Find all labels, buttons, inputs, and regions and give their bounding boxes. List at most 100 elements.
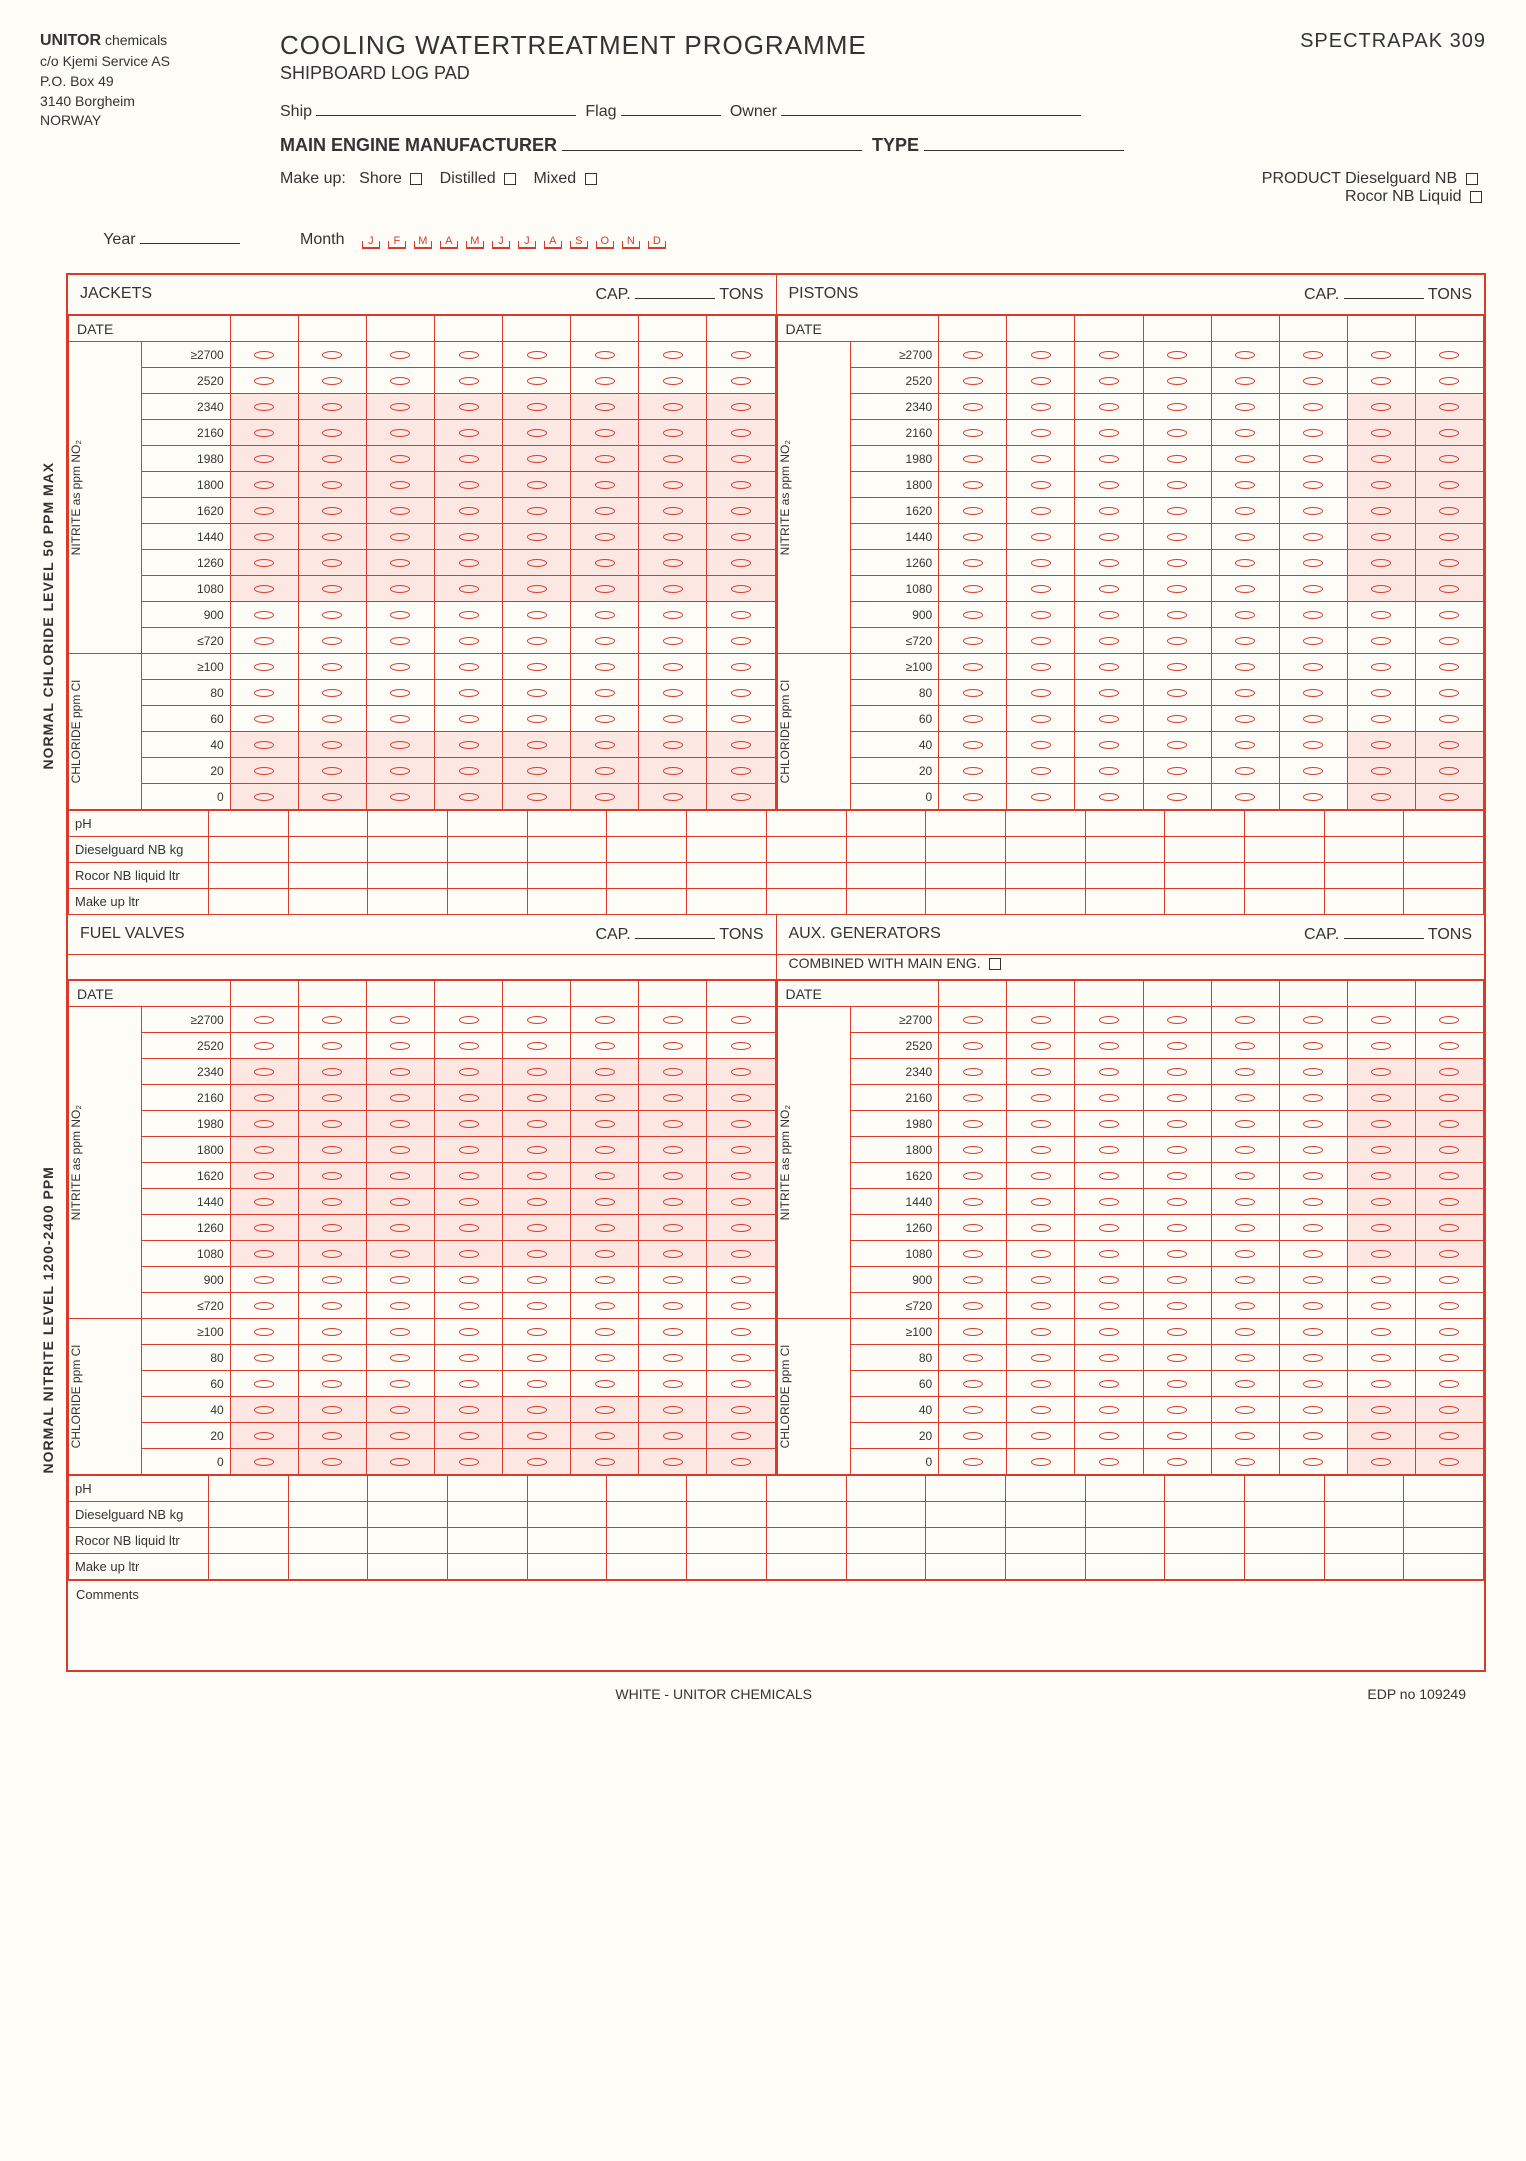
date-cell[interactable]	[1279, 981, 1347, 1007]
bottom-cell[interactable]	[288, 1528, 368, 1554]
data-cell[interactable]	[1347, 602, 1415, 628]
data-cell[interactable]	[639, 1319, 707, 1345]
data-cell[interactable]	[1415, 1319, 1483, 1345]
data-cell[interactable]	[571, 524, 639, 550]
data-cell[interactable]	[1075, 1163, 1143, 1189]
data-cell[interactable]	[1143, 472, 1211, 498]
data-cell[interactable]	[1143, 1215, 1211, 1241]
data-cell[interactable]	[435, 1137, 503, 1163]
data-cell[interactable]	[1007, 446, 1075, 472]
data-cell[interactable]	[435, 394, 503, 420]
data-cell[interactable]	[1279, 394, 1347, 420]
data-cell[interactable]	[1211, 1319, 1279, 1345]
data-cell[interactable]	[1415, 602, 1483, 628]
bottom-cell[interactable]	[766, 1476, 846, 1502]
data-cell[interactable]	[366, 1345, 434, 1371]
data-cell[interactable]	[1279, 550, 1347, 576]
date-cell[interactable]	[639, 316, 707, 342]
data-cell[interactable]	[230, 1397, 298, 1423]
data-cell[interactable]	[435, 1267, 503, 1293]
data-cell[interactable]	[230, 1423, 298, 1449]
data-cell[interactable]	[1279, 758, 1347, 784]
data-cell[interactable]	[571, 342, 639, 368]
data-cell[interactable]	[435, 498, 503, 524]
data-cell[interactable]	[571, 1293, 639, 1319]
data-cell[interactable]	[435, 472, 503, 498]
data-cell[interactable]	[1143, 1059, 1211, 1085]
data-cell[interactable]	[1415, 1137, 1483, 1163]
bottom-cell[interactable]	[1404, 837, 1484, 863]
data-cell[interactable]	[1075, 1319, 1143, 1345]
data-cell[interactable]	[1143, 1241, 1211, 1267]
data-cell[interactable]	[1279, 1397, 1347, 1423]
bottom-cell[interactable]	[846, 1502, 926, 1528]
data-cell[interactable]	[707, 1423, 775, 1449]
data-cell[interactable]	[1211, 784, 1279, 810]
bottom-cell[interactable]	[288, 1554, 368, 1580]
data-cell[interactable]	[298, 1033, 366, 1059]
data-cell[interactable]	[1279, 602, 1347, 628]
data-cell[interactable]	[571, 1085, 639, 1111]
bottom-cell[interactable]	[527, 1528, 607, 1554]
data-cell[interactable]	[1075, 784, 1143, 810]
data-cell[interactable]	[435, 1449, 503, 1475]
bottom-cell[interactable]	[766, 863, 846, 889]
data-cell[interactable]	[707, 654, 775, 680]
data-cell[interactable]	[503, 1345, 571, 1371]
data-cell[interactable]	[1007, 472, 1075, 498]
data-cell[interactable]	[939, 1111, 1007, 1137]
data-cell[interactable]	[1143, 628, 1211, 654]
data-cell[interactable]	[1415, 1397, 1483, 1423]
data-cell[interactable]	[707, 1241, 775, 1267]
data-cell[interactable]	[1279, 654, 1347, 680]
data-cell[interactable]	[298, 1163, 366, 1189]
data-cell[interactable]	[639, 1059, 707, 1085]
bottom-cell[interactable]	[846, 1554, 926, 1580]
bottom-cell[interactable]	[288, 863, 368, 889]
data-cell[interactable]	[435, 758, 503, 784]
data-cell[interactable]	[939, 1345, 1007, 1371]
data-cell[interactable]	[1415, 524, 1483, 550]
bottom-cell[interactable]	[448, 1554, 528, 1580]
bottom-cell[interactable]	[607, 1554, 687, 1580]
data-cell[interactable]	[298, 472, 366, 498]
data-cell[interactable]	[1347, 498, 1415, 524]
data-cell[interactable]	[503, 602, 571, 628]
data-cell[interactable]	[298, 732, 366, 758]
data-cell[interactable]	[707, 680, 775, 706]
data-cell[interactable]	[1075, 1293, 1143, 1319]
data-cell[interactable]	[571, 368, 639, 394]
data-cell[interactable]	[639, 342, 707, 368]
data-cell[interactable]	[230, 1163, 298, 1189]
bottom-cell[interactable]	[1165, 1554, 1245, 1580]
month-tick[interactable]: N	[622, 235, 640, 249]
data-cell[interactable]	[1279, 1007, 1347, 1033]
data-cell[interactable]	[366, 680, 434, 706]
date-cell[interactable]	[230, 981, 298, 1007]
date-cell[interactable]	[298, 316, 366, 342]
data-cell[interactable]	[639, 1163, 707, 1189]
month-tick[interactable]: M	[466, 235, 484, 249]
bottom-cell[interactable]	[1085, 1554, 1165, 1580]
data-cell[interactable]	[230, 1033, 298, 1059]
data-cell[interactable]	[1347, 1111, 1415, 1137]
data-cell[interactable]	[1211, 1449, 1279, 1475]
data-cell[interactable]	[707, 1319, 775, 1345]
data-cell[interactable]	[939, 524, 1007, 550]
data-cell[interactable]	[298, 368, 366, 394]
data-cell[interactable]	[939, 602, 1007, 628]
data-cell[interactable]	[1347, 1293, 1415, 1319]
data-cell[interactable]	[1211, 1189, 1279, 1215]
data-cell[interactable]	[939, 1007, 1007, 1033]
date-cell[interactable]	[1007, 316, 1075, 342]
data-cell[interactable]	[939, 1449, 1007, 1475]
cap-input[interactable]	[635, 925, 715, 939]
bottom-cell[interactable]	[926, 1502, 1006, 1528]
date-cell[interactable]	[707, 316, 775, 342]
data-cell[interactable]	[1211, 420, 1279, 446]
data-cell[interactable]	[1415, 550, 1483, 576]
data-cell[interactable]	[571, 1345, 639, 1371]
data-cell[interactable]	[1279, 1137, 1347, 1163]
data-cell[interactable]	[571, 706, 639, 732]
data-cell[interactable]	[435, 1293, 503, 1319]
